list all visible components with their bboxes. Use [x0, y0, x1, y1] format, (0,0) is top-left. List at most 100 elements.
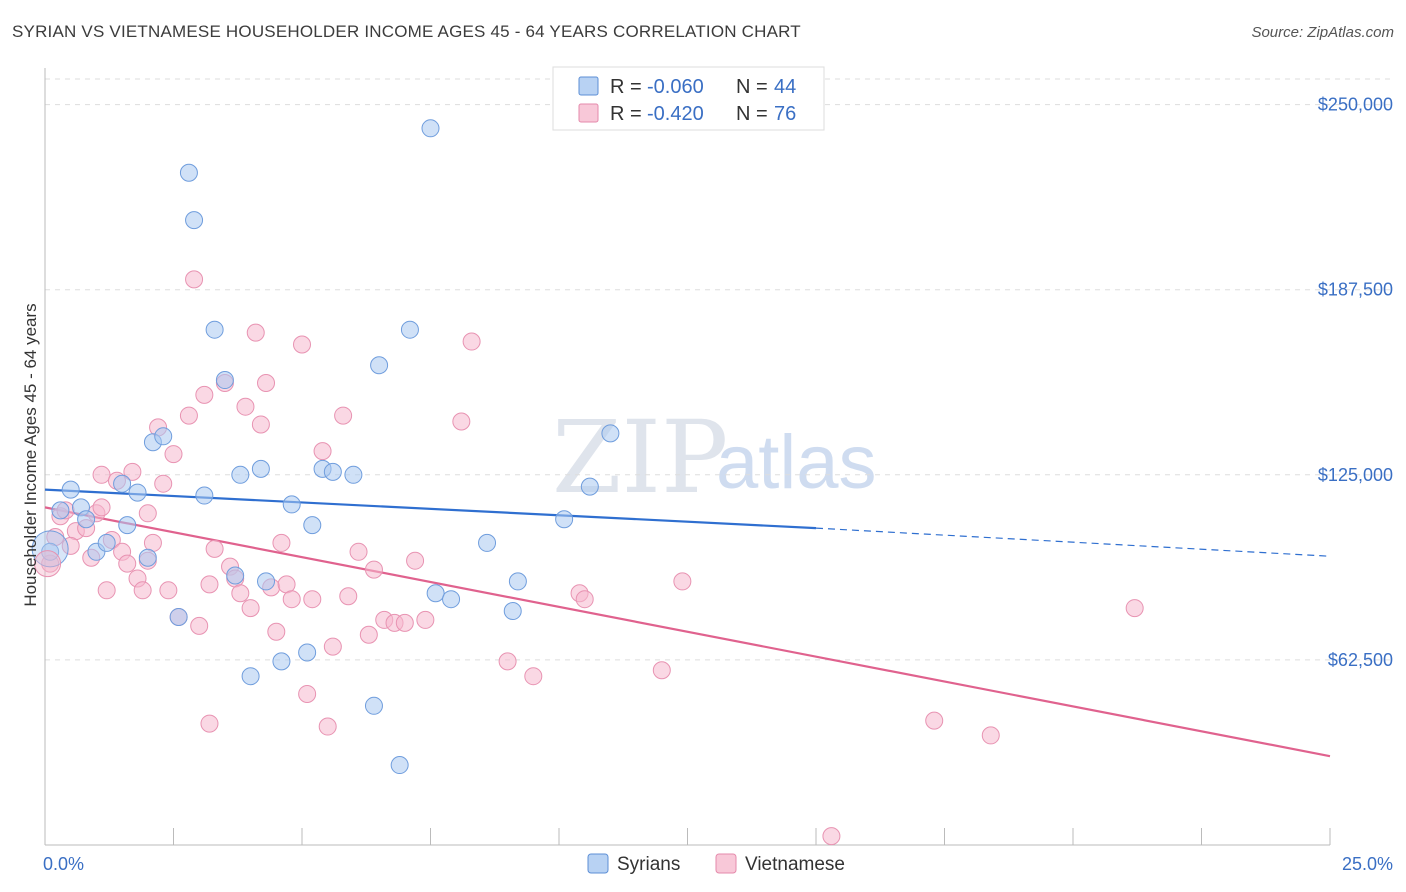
trend-line-vietnamese: [44, 506, 1331, 758]
point-syrians: [601, 424, 620, 443]
point-syrians: [215, 371, 234, 390]
y-tick-label: $62,500: [1328, 650, 1393, 670]
legend-n-value: 76: [774, 103, 796, 125]
point-vietnamese: [118, 554, 137, 573]
point-vietnamese: [241, 599, 260, 618]
point-vietnamese: [349, 542, 368, 561]
point-vietnamese: [154, 474, 173, 493]
x-tick-label: 0.0%: [43, 854, 84, 874]
point-syrians: [61, 480, 80, 499]
point-vietnamese: [159, 581, 178, 600]
point-syrians: [113, 474, 132, 493]
point-syrians: [251, 459, 270, 478]
legend-swatch-vietnamese: [578, 103, 599, 123]
point-vietnamese: [462, 332, 481, 351]
y-tick-label: $250,000: [1318, 95, 1393, 115]
point-syrians: [442, 590, 461, 609]
point-vietnamese: [822, 827, 841, 846]
point-syrians: [226, 566, 245, 585]
point-vietnamese: [1125, 599, 1144, 618]
point-syrians: [323, 462, 342, 481]
point-syrians: [390, 756, 409, 775]
point-vietnamese: [179, 406, 198, 425]
axes: [44, 68, 1331, 846]
point-vietnamese: [282, 590, 301, 609]
legend-n-label: N =: [736, 103, 768, 125]
point-syrians: [580, 477, 599, 496]
legend-swatch-syrians: [578, 76, 599, 96]
point-vietnamese: [267, 622, 286, 641]
point-vietnamese: [334, 406, 353, 425]
trend-line-syrians: [44, 488, 817, 530]
series-label-vietnamese: Vietnamese: [745, 854, 845, 875]
point-vietnamese: [575, 590, 594, 609]
point-syrians: [478, 533, 497, 552]
watermark-atlas: atlas: [716, 420, 877, 505]
point-vietnamese: [652, 661, 671, 680]
point-syrians: [97, 533, 116, 552]
point-vietnamese: [364, 560, 383, 579]
source-label: Source: ZipAtlas.com: [1251, 24, 1394, 41]
point-vietnamese: [272, 533, 291, 552]
legend-n-value: 44: [774, 76, 796, 98]
point-syrians: [154, 427, 173, 446]
legend-r-value: -0.060: [647, 76, 704, 98]
point-vietnamese: [92, 498, 111, 517]
point-vietnamese: [416, 610, 435, 629]
point-vietnamese: [164, 445, 183, 464]
point-vietnamese: [231, 584, 250, 603]
series-swatch-syrians: [587, 853, 609, 874]
point-vietnamese: [185, 270, 204, 289]
point-syrians: [128, 483, 147, 502]
point-vietnamese: [257, 374, 276, 392]
legend-r-value: -0.420: [647, 103, 704, 125]
point-vietnamese: [246, 323, 265, 342]
point-syrians: [555, 510, 574, 529]
point-syrians: [272, 652, 291, 671]
point-syrians: [508, 572, 527, 591]
legend-r-label: R =: [610, 76, 642, 98]
point-vietnamese: [498, 652, 517, 671]
legend-r-label: R =: [610, 103, 642, 125]
point-vietnamese: [673, 572, 692, 591]
correlation-legend: R = -0.060 N = 44 R = -0.420 N = 76: [552, 66, 825, 131]
point-syrians: [370, 356, 389, 375]
trend-line-syrians-extrapolated: [815, 527, 1331, 557]
series-label-syrians: Syrians: [617, 854, 680, 875]
watermark-zip: ZIP: [552, 399, 728, 516]
point-vietnamese: [293, 335, 311, 354]
point-vietnamese: [251, 415, 270, 434]
point-syrians: [364, 696, 383, 715]
series-legend: Syrians Vietnamese: [587, 853, 845, 875]
point-syrians: [179, 163, 198, 182]
point-syrians: [282, 495, 301, 514]
point-vietnamese: [359, 625, 378, 644]
x-tick-label: 25.0%: [1342, 854, 1393, 874]
chart-title: SYRIAN VS VIETNAMESE HOUSEHOLDER INCOME …: [12, 22, 801, 41]
data-points: [31, 119, 1144, 846]
point-syrians: [205, 320, 224, 339]
point-vietnamese: [395, 613, 414, 632]
point-syrians: [257, 572, 276, 591]
point-syrians: [400, 320, 419, 339]
point-vietnamese: [236, 397, 255, 416]
tick-labels: $62,500 $125,000 $187,500 $250,000 0.0% 25.0%: [43, 95, 1393, 874]
point-vietnamese: [298, 684, 317, 703]
point-vietnamese: [195, 385, 214, 404]
point-syrians: [426, 584, 445, 603]
point-vietnamese: [406, 551, 425, 570]
point-syrians: [195, 486, 214, 505]
point-syrians: [185, 211, 204, 230]
point-syrians: [298, 643, 317, 662]
point-syrians: [231, 465, 250, 484]
point-syrians: [51, 501, 70, 520]
trend-lines: [44, 488, 1331, 758]
point-vietnamese: [313, 442, 332, 461]
point-vietnamese: [190, 616, 209, 635]
point-vietnamese: [323, 637, 342, 656]
point-syrians: [421, 119, 440, 138]
y-axis-title: Householder Income Ages 45 - 64 years: [21, 303, 40, 606]
point-vietnamese: [92, 465, 111, 484]
legend-n-label: N =: [736, 76, 768, 98]
